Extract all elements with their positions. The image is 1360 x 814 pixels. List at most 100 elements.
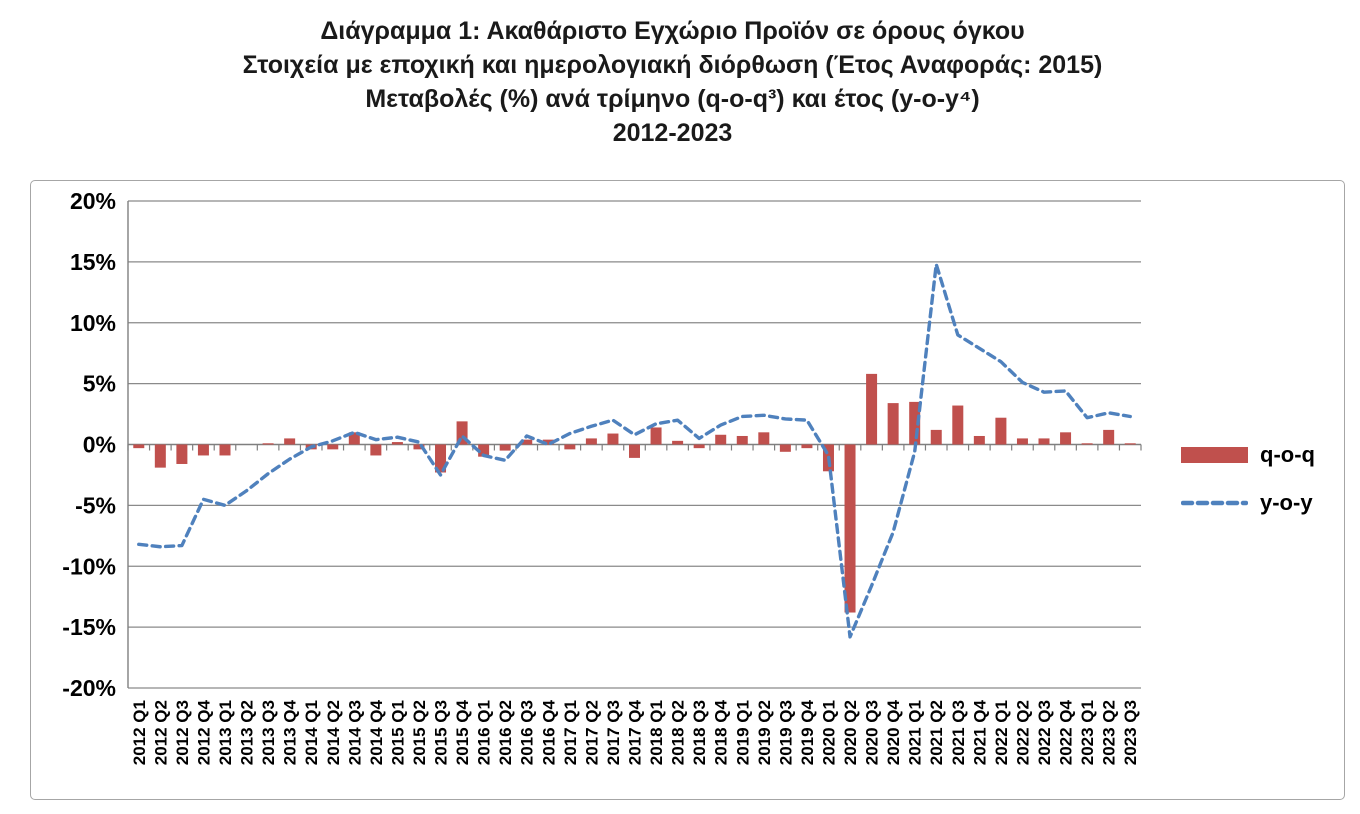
bar-q-o-q: [435, 444, 447, 473]
chart-title: Διάγραμμα 1: Ακαθάριστο Εγχώριο Προϊόν σ…: [0, 14, 1345, 150]
x-axis-tick-label: 2023 Q3: [1121, 700, 1140, 765]
x-axis-tick-label: 2013 Q3: [259, 700, 278, 765]
bar-q-o-q: [564, 444, 576, 450]
x-axis-tick-label: 2020 Q4: [884, 699, 903, 765]
bar-q-o-q: [736, 435, 748, 445]
qoq-bar-swatch-icon: [1181, 447, 1248, 463]
x-axis-tick-label: 2022 Q3: [1035, 700, 1054, 765]
x-axis-tick-label: 2013 Q4: [281, 699, 300, 765]
x-axis-tick-label: 2019 Q1: [733, 700, 752, 765]
x-axis-tick-label: 2018 Q1: [647, 700, 666, 765]
x-axis-tick-label: 2021 Q3: [949, 700, 968, 765]
x-axis-tick-label: 2020 Q3: [863, 700, 882, 765]
x-axis-tick-label: 2015 Q1: [388, 700, 407, 765]
x-axis-tick-label: 2014 Q2: [324, 700, 343, 765]
chart-title-line-1: Διάγραμμα 1: Ακαθάριστο Εγχώριο Προϊόν σ…: [320, 17, 1025, 45]
bar-q-o-q: [693, 444, 705, 449]
bar-q-o-q: [952, 405, 964, 445]
x-axis-tick-label: 2015 Q4: [453, 699, 472, 765]
y-axis-tick-label: 0%: [83, 432, 116, 458]
bar-q-o-q: [629, 444, 640, 458]
y-axis-tick-label: 20%: [70, 188, 116, 214]
x-axis-tick-label: 2022 Q1: [992, 700, 1011, 765]
x-axis-tick-label: 2018 Q2: [669, 700, 688, 765]
x-axis-tick-label: 2020 Q2: [841, 700, 860, 765]
x-axis-tick-label: 2014 Q1: [302, 700, 321, 765]
legend-label-qoq: q-o-q: [1260, 442, 1315, 467]
bar-q-o-q: [844, 444, 856, 613]
x-axis-tick-label: 2016 Q3: [518, 700, 537, 765]
gdp-chart-plot: 20%15%10%5%0%-5%-10%-15%-20%2012 Q1 2012 …: [62, 188, 1142, 765]
bar-q-o-q: [887, 403, 899, 445]
chart-legend: q-o-q y-o-y: [1181, 439, 1360, 535]
bar-q-o-q: [154, 444, 166, 468]
bar-q-o-q: [973, 435, 985, 445]
y-axis-tick-label: -20%: [62, 675, 116, 701]
x-axis-tick-label: 2019 Q4: [798, 699, 817, 765]
bar-q-o-q: [607, 433, 619, 445]
x-axis-tick-label: 2023 Q2: [1100, 700, 1119, 765]
x-axis-tick-label: 2021 Q2: [927, 700, 946, 765]
chart-figure-box: 20% 15% 10% 5% 0% -5% -10% -15% -20% 2012 Q1 2012 …: [30, 180, 1345, 800]
legend-label-yoy: y-o-y: [1260, 490, 1313, 515]
bar-q-o-q: [1016, 438, 1028, 445]
bar-q-o-q: [499, 444, 511, 451]
legend-row-qoq: q-o-q: [1181, 439, 1360, 471]
x-axis-tick-label: 2015 Q2: [410, 700, 429, 765]
bar-q-o-q: [1060, 432, 1072, 445]
bar-q-o-q: [779, 444, 791, 452]
bar-q-o-q: [1081, 443, 1093, 445]
bar-q-o-q: [542, 439, 554, 445]
x-axis-tick-label: 2015 Q3: [432, 700, 451, 765]
yoy-dashed-line-swatch-icon: [1181, 500, 1248, 506]
bar-q-o-q: [801, 444, 813, 449]
bar-q-o-q: [1038, 438, 1050, 445]
bar-q-o-q: [176, 444, 188, 464]
x-axis-tick-label: 2019 Q3: [776, 700, 795, 765]
bar-q-o-q: [1124, 443, 1136, 445]
x-axis-tick-label: 2016 Q2: [496, 700, 515, 765]
x-axis-tick-label: 2014 Q3: [345, 700, 364, 765]
bar-q-o-q: [262, 443, 274, 445]
x-axis-tick-label: 2012 Q2: [151, 700, 170, 765]
x-axis-tick-label: 2018 Q4: [712, 699, 731, 765]
y-axis-tick-label: -5%: [75, 492, 116, 518]
x-axis-tick-label: 2012 Q3: [173, 700, 192, 765]
bar-q-o-q: [478, 444, 490, 457]
bar-q-o-q: [284, 438, 296, 445]
bar-q-o-q: [650, 427, 662, 445]
y-axis-tick-label: 15%: [70, 249, 116, 275]
x-axis-tick-label: 2012 Q1: [130, 700, 149, 765]
x-axis-tick-label: 2012 Q4: [194, 699, 213, 765]
x-axis-tick-label: 2013 Q2: [238, 700, 257, 765]
x-axis-tick-label: 2020 Q1: [819, 700, 838, 765]
bar-q-o-q: [348, 432, 360, 445]
bar-q-o-q: [456, 421, 468, 445]
x-axis-tick-label: 2017 Q4: [626, 699, 645, 765]
bar-q-o-q: [327, 444, 339, 450]
bar-q-o-q: [585, 438, 597, 445]
y-axis-tick-label: 10%: [70, 310, 116, 336]
bar-q-o-q: [909, 401, 921, 445]
bar-q-o-q: [370, 444, 382, 456]
y-axis-tick-label: -15%: [62, 614, 116, 640]
bar-q-o-q: [391, 442, 403, 445]
bar-q-o-q: [995, 417, 1007, 445]
x-axis-tick-label: 2017 Q3: [604, 700, 623, 765]
chart-title-line-2: Στοιχεία με εποχική και ημερολογιακή διό…: [242, 51, 1103, 79]
y-axis-tick-label: 5%: [83, 371, 116, 397]
x-axis-tick-label: 2016 Q1: [475, 700, 494, 765]
bar-q-o-q: [197, 444, 209, 456]
x-axis-tick-label: 2014 Q4: [367, 699, 386, 765]
x-axis-tick-label: 2021 Q4: [970, 699, 989, 765]
x-axis-tick-label: 2018 Q3: [690, 700, 709, 765]
bar-q-o-q: [413, 444, 425, 450]
bar-q-o-q: [930, 429, 942, 445]
legend-row-yoy: y-o-y: [1181, 487, 1360, 519]
chart-title-line-4: 2012-2023: [612, 119, 733, 147]
bar-q-o-q: [758, 432, 770, 445]
bar-q-o-q: [715, 434, 727, 445]
bar-q-o-q: [219, 444, 231, 456]
x-axis-tick-label: 2017 Q1: [561, 700, 580, 765]
